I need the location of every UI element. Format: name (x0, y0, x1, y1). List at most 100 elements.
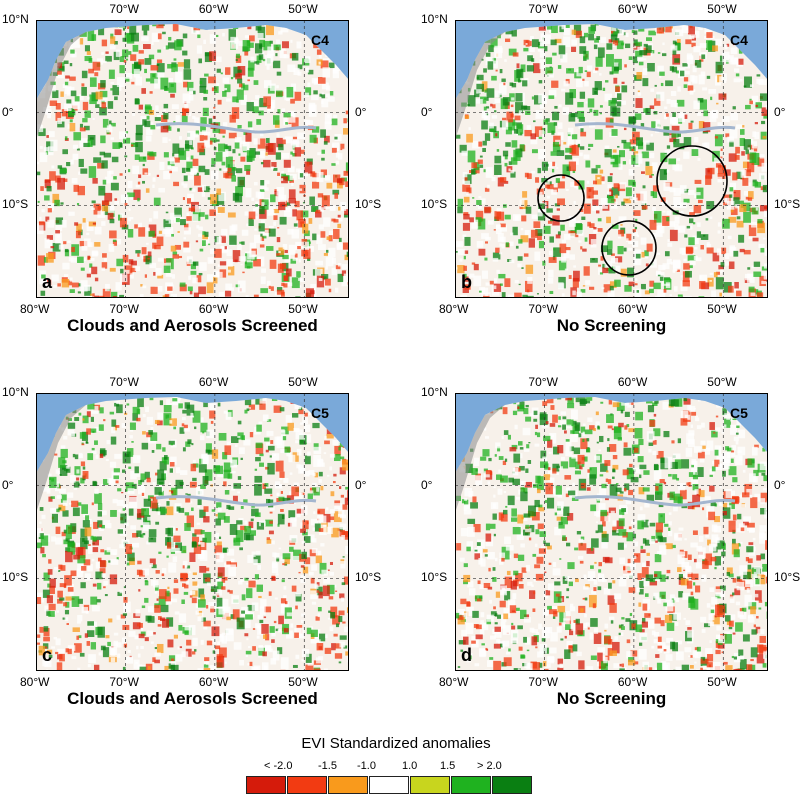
anomaly-map (455, 393, 768, 671)
map-panel-b: b C4 (455, 20, 768, 298)
legend-swatch (451, 776, 491, 794)
map-panel-d: d C5 (455, 393, 768, 671)
map-panel-c: c C5 (36, 393, 349, 671)
panel-letter: d (461, 645, 472, 665)
legend-swatch (246, 776, 286, 794)
bottom-lon-label: 60°W (198, 675, 229, 689)
right-lat-label: 0° (355, 477, 367, 492)
dataset-version: C4 (730, 32, 748, 48)
anomaly-texture (36, 20, 349, 298)
left-lat-label: 10°S (2, 197, 29, 212)
panel-letter: c (42, 645, 53, 665)
legend-swatch (410, 776, 450, 794)
right-lat-label: 10°S (355, 197, 382, 212)
legend-swatch (492, 776, 532, 794)
map-frame (455, 393, 768, 671)
anomaly-map (36, 20, 349, 298)
dataset-version: C5 (730, 405, 748, 421)
top-lon-label: 50°W (288, 375, 318, 389)
left-lat-label: 0° (421, 477, 433, 492)
anomaly-map (455, 20, 768, 298)
panel-letter: a (42, 272, 53, 292)
bottom-lon-label: 60°W (617, 302, 648, 316)
dataset-version: C4 (311, 32, 329, 48)
top-lon-label: 60°W (198, 375, 229, 389)
bottom-lon-label: 50°W (707, 675, 737, 689)
bottom-lon-label: 80°W (439, 302, 469, 316)
amazon-river (155, 495, 317, 507)
left-lat-label: 0° (421, 104, 433, 119)
amazon-river (574, 122, 736, 134)
panel-letter: b (461, 272, 472, 292)
map-panel-a: a C4 (36, 20, 349, 298)
map-frame (36, 20, 349, 298)
map-frame (36, 393, 349, 671)
anomaly-texture (36, 393, 349, 671)
legend-label: 1.0 (402, 760, 418, 772)
bottom-lon-label: 50°W (288, 302, 318, 316)
amazon-river (574, 495, 736, 507)
graticule (36, 393, 349, 671)
legend-swatch (328, 776, 368, 794)
top-lon-label: 70°W (109, 375, 139, 389)
left-lat-label: 10°N (421, 385, 448, 399)
left-lat-label: 10°S (421, 570, 448, 585)
highlight-circle (601, 220, 657, 276)
graticule (455, 20, 768, 298)
graticule (36, 20, 349, 298)
andes-relief (36, 32, 86, 140)
bottom-lon-label: 50°W (707, 302, 737, 316)
anomaly-texture (455, 20, 768, 298)
bottom-lon-label: 70°W (109, 302, 139, 316)
highlight-circle (537, 174, 585, 222)
right-lat-label: 0° (774, 104, 786, 119)
panel-caption: No Screening (556, 689, 667, 708)
bottom-lon-label: 50°W (288, 675, 318, 689)
legend-title: EVI Standardized anomalies (301, 735, 491, 752)
top-lon-label: 70°W (528, 2, 558, 16)
top-lon-label: 60°W (617, 375, 648, 389)
right-lat-label: 10°S (774, 197, 801, 212)
right-lat-label: 10°S (355, 570, 382, 585)
andes-relief (455, 405, 505, 513)
anomaly-texture (455, 393, 768, 671)
left-lat-label: 10°N (421, 12, 448, 26)
bottom-lon-label: 80°W (20, 675, 50, 689)
dataset-version: C5 (311, 405, 329, 421)
legend-label: -1.5 (318, 760, 337, 772)
amazon-river (155, 122, 317, 134)
legend-label: -1.0 (357, 760, 376, 772)
bottom-lon-label: 70°W (528, 302, 558, 316)
left-lat-label: 10°S (2, 570, 29, 585)
bottom-lon-label: 70°W (109, 675, 139, 689)
left-lat-label: 10°S (421, 197, 448, 212)
bottom-lon-label: 60°W (198, 302, 229, 316)
legend-label: < -2.0 (264, 760, 293, 772)
andes-relief (36, 405, 86, 513)
top-lon-label: 60°W (198, 2, 229, 16)
top-lon-label: 70°W (528, 375, 558, 389)
left-lat-label: 10°N (2, 385, 29, 399)
panel-caption: Clouds and Aerosols Screened (67, 689, 318, 708)
bottom-lon-label: 80°W (439, 675, 469, 689)
legend-label: > 2.0 (477, 760, 502, 772)
panel-caption: Clouds and Aerosols Screened (67, 316, 318, 335)
bottom-lon-label: 60°W (617, 675, 648, 689)
andes-relief (455, 32, 505, 140)
right-lat-label: 0° (355, 104, 367, 119)
right-lat-label: 10°S (774, 570, 801, 585)
panel-caption: No Screening (556, 316, 667, 335)
anomaly-map (36, 393, 349, 671)
legend-label: 1.5 (440, 760, 456, 772)
left-lat-label: 0° (2, 477, 14, 492)
map-frame (455, 20, 768, 298)
highlight-circle (656, 145, 728, 217)
top-lon-label: 50°W (707, 375, 737, 389)
bottom-lon-label: 80°W (20, 302, 50, 316)
top-lon-label: 50°W (707, 2, 737, 16)
right-lat-label: 0° (774, 477, 786, 492)
bottom-lon-label: 70°W (528, 675, 558, 689)
left-lat-label: 10°N (2, 12, 29, 26)
left-lat-label: 0° (2, 104, 14, 119)
legend-swatch (287, 776, 327, 794)
